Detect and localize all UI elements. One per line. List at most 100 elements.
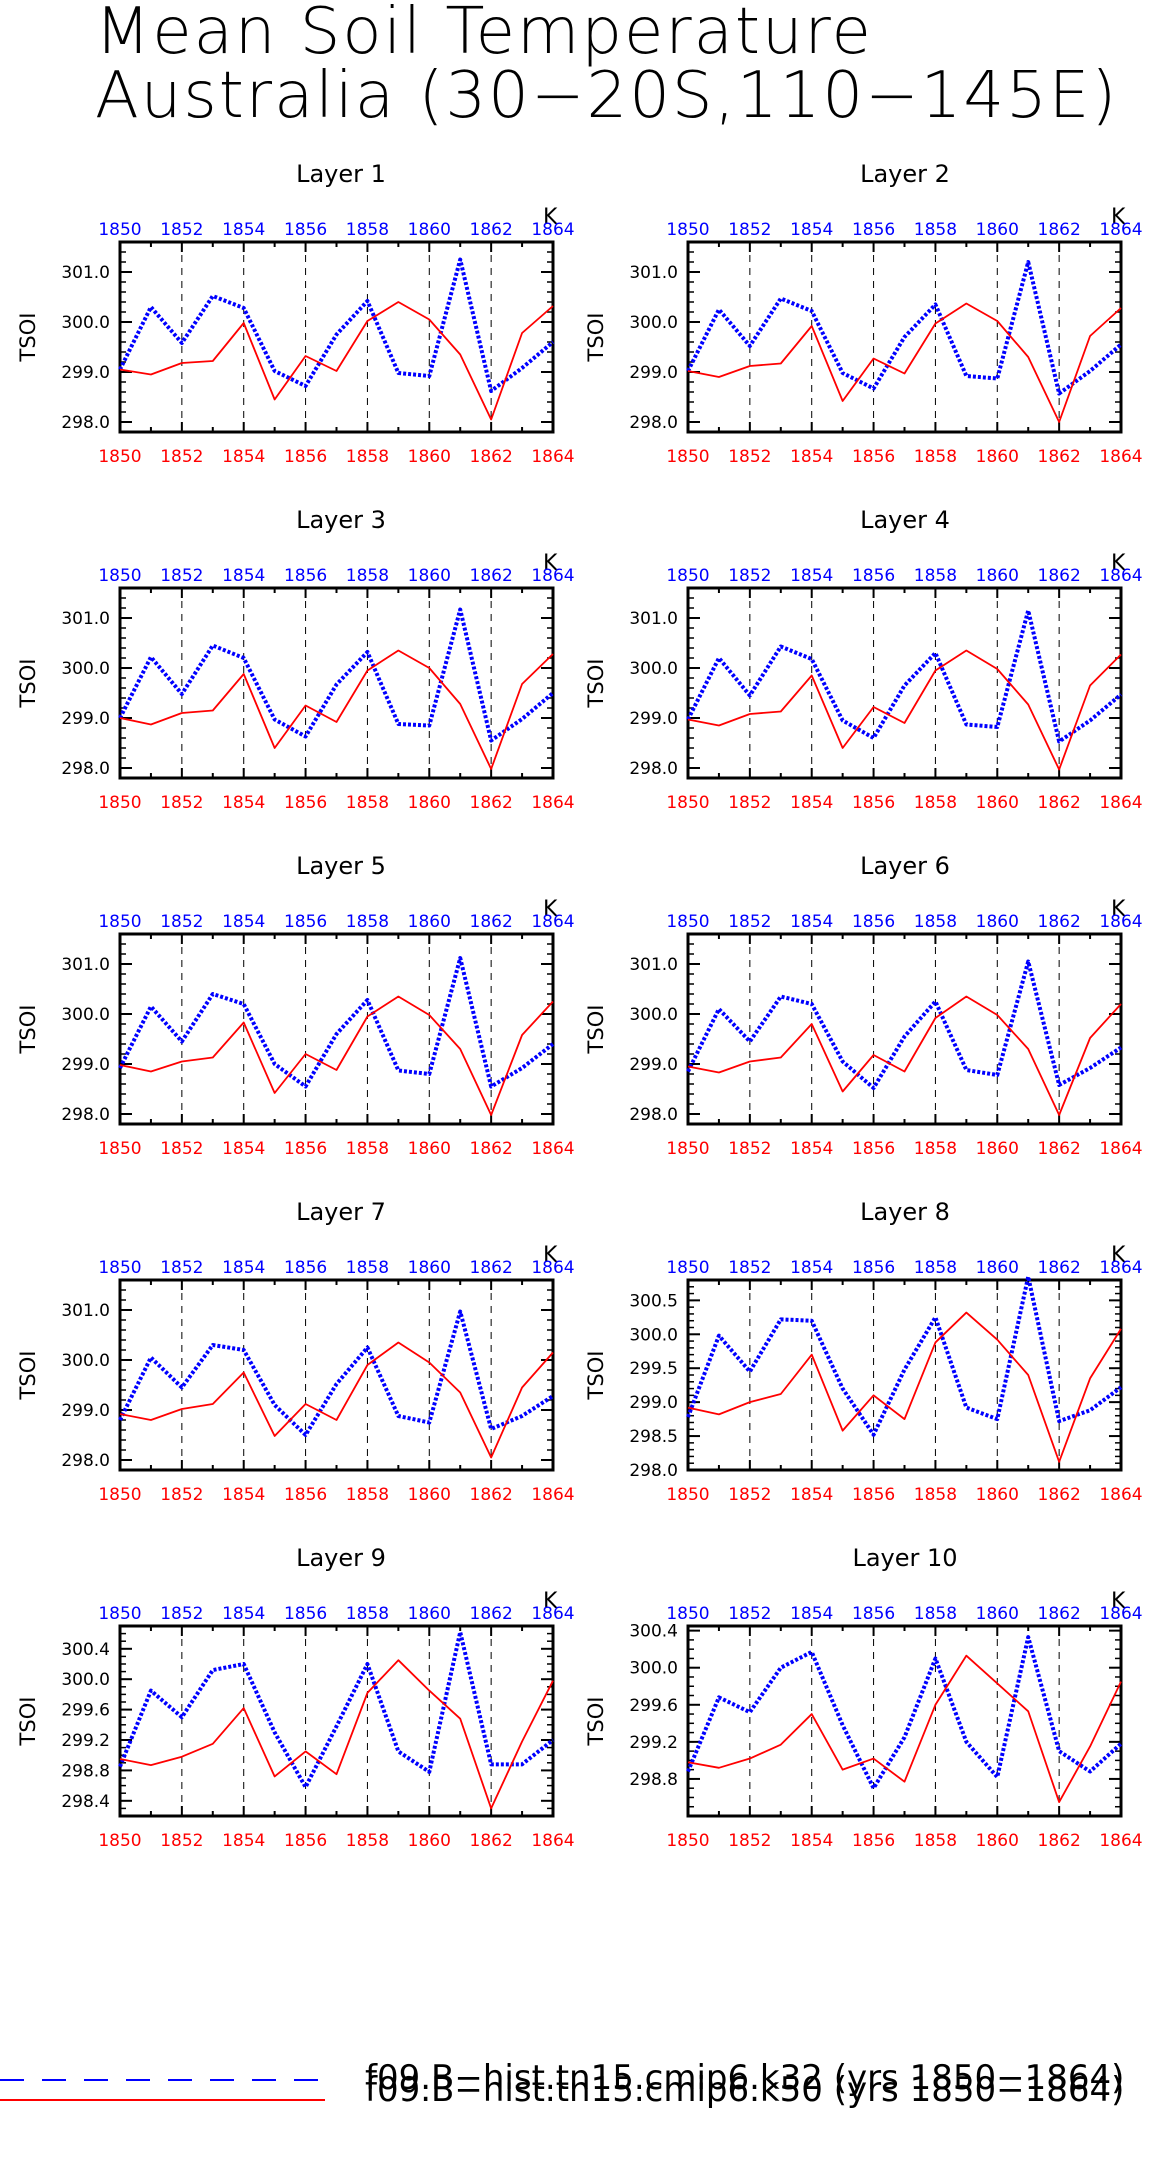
x-tick-label-bottom: 1864 [531, 793, 574, 813]
y-tick-label: 300.0 [61, 659, 110, 679]
x-tick-label-bottom: 1850 [98, 1139, 141, 1159]
y-tick-label: 301.0 [629, 609, 678, 629]
y-axis-label: TSOI [584, 1697, 608, 1747]
plot-frame [118, 1278, 555, 1472]
units-label: K [1111, 897, 1126, 922]
x-tick-label-top: 1860 [976, 220, 1019, 240]
x-tick-label-bottom: 1852 [160, 1831, 203, 1851]
x-tick-label-top: 1856 [284, 912, 327, 932]
x-tick-label-top: 1854 [222, 1604, 265, 1624]
y-tick-label: 300.4 [61, 1640, 110, 1660]
x-tick-label-bottom: 1860 [976, 1831, 1019, 1851]
y-tick-label: 301.0 [61, 609, 110, 629]
x-tick-label-top: 1850 [98, 1258, 141, 1278]
x-tick-label-bottom: 1852 [728, 1139, 771, 1159]
x-tick-label-top: 1852 [728, 912, 771, 932]
legend-label-k50: f09.B−hist.tn15.cmip6.k50 (yrs 1850−1864… [365, 2070, 1125, 2110]
plot-frame [686, 1624, 1123, 1818]
x-tick-label-bottom: 1864 [531, 1831, 574, 1851]
x-tick-label-top: 1856 [284, 220, 327, 240]
x-tick-label-top: 1864 [531, 220, 574, 240]
y-tick-label: 298.5 [629, 1427, 678, 1447]
panel-title: Layer 3 [296, 506, 386, 534]
x-tick-label-bottom: 1860 [976, 447, 1019, 467]
x-tick-label-top: 1860 [408, 1258, 451, 1278]
x-tick-label-top: 1860 [976, 566, 1019, 586]
series-line-k32 [686, 1274, 1123, 1437]
x-tick-label-bottom: 1864 [531, 1139, 574, 1159]
panel-title: Layer 8 [860, 1198, 950, 1226]
plot-frame [118, 240, 555, 434]
x-tick-label-bottom: 1852 [728, 793, 771, 813]
x-tick-label-top: 1850 [666, 912, 709, 932]
y-tick-label: 298.0 [629, 1105, 678, 1125]
x-tick-label-bottom: 1852 [160, 793, 203, 813]
x-tick-label-bottom: 1864 [1099, 447, 1142, 467]
x-tick-label-bottom: 1858 [914, 793, 957, 813]
x-tick-label-bottom: 1862 [1038, 1831, 1081, 1851]
units-label: K [1111, 205, 1126, 230]
x-tick-label-bottom: 1854 [222, 1831, 265, 1851]
x-tick-label-bottom: 1860 [408, 1139, 451, 1159]
series-line-k50 [119, 1659, 554, 1810]
y-tick-label: 298.0 [61, 413, 110, 433]
x-tick-label-top: 1854 [222, 1258, 265, 1278]
y-tick-label: 301.0 [61, 955, 110, 975]
x-tick-label-top: 1850 [666, 566, 709, 586]
series-line-k32 [118, 956, 555, 1089]
x-tick-label-top: 1858 [346, 220, 389, 240]
x-tick-label-bottom: 1856 [284, 1831, 327, 1851]
x-tick-label-bottom: 1852 [728, 1831, 771, 1851]
x-tick-label-top: 1852 [728, 220, 771, 240]
units-label: K [543, 897, 558, 922]
y-tick-label: 299.2 [629, 1733, 678, 1753]
x-tick-label-top: 1850 [98, 220, 141, 240]
x-tick-label-bottom: 1856 [284, 1139, 327, 1159]
series-line-k50 [119, 1341, 554, 1459]
x-tick-label-bottom: 1858 [914, 1831, 957, 1851]
x-tick-label-top: 1850 [666, 220, 709, 240]
x-tick-label-top: 1860 [408, 1604, 451, 1624]
x-tick-label-bottom: 1858 [346, 1831, 389, 1851]
x-tick-label-top: 1864 [1099, 220, 1142, 240]
x-tick-label-bottom: 1862 [470, 447, 513, 467]
x-tick-label-bottom: 1858 [914, 1485, 957, 1505]
y-tick-label: 300.0 [61, 1670, 110, 1690]
x-tick-label-bottom: 1850 [98, 447, 141, 467]
legend-entry-k32: f09.B−hist.tn15.cmip6.k32 (yrs 1850−1864… [0, 2050, 1155, 2110]
units-label: K [543, 551, 558, 576]
x-tick-label-bottom: 1858 [346, 447, 389, 467]
x-tick-label-bottom: 1864 [531, 447, 574, 467]
x-tick-label-top: 1854 [790, 1604, 833, 1624]
y-tick-label: 299.0 [61, 709, 110, 729]
x-tick-label-top: 1850 [98, 1604, 141, 1624]
series-line-k32 [686, 608, 1123, 744]
x-tick-label-bottom: 1854 [790, 1139, 833, 1159]
panel-title: Layer 4 [860, 506, 950, 534]
x-tick-label-bottom: 1862 [470, 1485, 513, 1505]
legend-swatch-k50 [0, 2099, 325, 2101]
y-tick-label: 301.0 [629, 263, 678, 283]
y-tick-label: 298.4 [61, 1792, 110, 1812]
x-tick-label-bottom: 1864 [531, 1485, 574, 1505]
x-tick-label-bottom: 1856 [284, 1485, 327, 1505]
x-tick-label-bottom: 1860 [408, 793, 451, 813]
y-tick-label: 301.0 [629, 955, 678, 975]
x-tick-label-bottom: 1852 [728, 447, 771, 467]
x-tick-label-top: 1850 [666, 1258, 709, 1278]
x-tick-label-top: 1860 [408, 566, 451, 586]
x-tick-label-top: 1858 [914, 1258, 957, 1278]
y-axis-label: TSOI [584, 313, 608, 363]
units-label: K [1111, 1589, 1126, 1614]
x-tick-label-top: 1854 [222, 220, 265, 240]
x-tick-label-top: 1858 [346, 1604, 389, 1624]
x-tick-label-top: 1850 [98, 912, 141, 932]
x-tick-label-top: 1860 [408, 220, 451, 240]
x-tick-label-bottom: 1852 [160, 1485, 203, 1505]
plot-frame [686, 1278, 1123, 1472]
x-tick-label-top: 1850 [98, 566, 141, 586]
legend-label-k32: f09.B−hist.tn15.cmip6.k32 (yrs 1850−1864… [365, 2058, 1125, 2098]
series-line-k32 [118, 607, 555, 743]
x-tick-label-bottom: 1862 [470, 793, 513, 813]
units-label: K [543, 1243, 558, 1268]
